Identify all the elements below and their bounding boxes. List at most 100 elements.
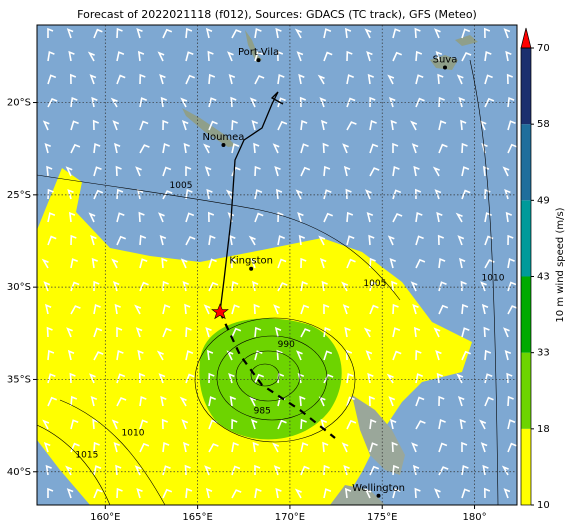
wind-barb bbox=[254, 212, 264, 223]
colorbar-band bbox=[521, 428, 531, 505]
wind-barb bbox=[183, 441, 190, 453]
colorbar-tick-label: 10 bbox=[537, 500, 550, 511]
land-fiji bbox=[430, 35, 478, 70]
wind-barb bbox=[273, 465, 281, 476]
wind-barb bbox=[135, 327, 143, 338]
lat-tick-label: 35°S bbox=[7, 374, 31, 385]
wind-barb bbox=[458, 96, 465, 108]
wind-barb bbox=[116, 27, 123, 39]
wind-barb bbox=[507, 442, 517, 453]
wind-barb bbox=[438, 96, 445, 108]
wind-barb bbox=[415, 74, 424, 85]
wind-barb bbox=[208, 73, 216, 85]
wind-barb bbox=[480, 442, 488, 453]
wind-barb bbox=[68, 50, 75, 62]
isobar-label: 1005 bbox=[363, 279, 386, 289]
wind-barb bbox=[134, 465, 142, 476]
wind-barb bbox=[505, 50, 512, 62]
colorbar-tick-label: 70 bbox=[537, 43, 550, 54]
lat-tick-label: 20°S bbox=[7, 98, 31, 109]
wind-barb bbox=[294, 28, 302, 39]
isobar-label: 1010 bbox=[482, 273, 505, 283]
wind-barb bbox=[344, 487, 352, 499]
wind-barb bbox=[252, 280, 259, 292]
wind-barb bbox=[93, 303, 101, 315]
ocean-gap bbox=[37, 440, 90, 505]
wind-barb bbox=[387, 235, 395, 246]
isobar bbox=[59, 399, 166, 505]
wind-barb bbox=[344, 27, 352, 39]
wind-barb bbox=[277, 282, 288, 292]
wind-barb bbox=[184, 303, 191, 315]
wind-barb bbox=[433, 327, 441, 338]
wind-barb bbox=[115, 464, 122, 476]
wind-barb bbox=[111, 419, 119, 430]
place-label: Port-Vila bbox=[238, 47, 279, 58]
wind-barb bbox=[503, 28, 511, 39]
isobar bbox=[469, 59, 499, 505]
wind-barb bbox=[503, 488, 511, 499]
lon-tick-label: 170°E bbox=[275, 512, 305, 523]
wind-barb bbox=[435, 350, 442, 361]
wind-barb bbox=[438, 304, 449, 315]
wind-barb bbox=[45, 303, 52, 315]
wind-barb bbox=[322, 142, 329, 154]
wind-barb bbox=[482, 464, 489, 476]
wind-barb bbox=[93, 28, 103, 39]
wind-barb bbox=[275, 487, 282, 499]
axes: 160°E 165°E 170°E 175°E 180° 20°S 25°S 30°S 35°S… bbox=[7, 98, 487, 523]
isobar bbox=[235, 350, 301, 402]
wind-barb bbox=[230, 257, 237, 269]
wind-barb bbox=[461, 441, 468, 452]
place-label: Suva bbox=[433, 54, 458, 65]
wind-barb bbox=[225, 189, 233, 200]
wind-barb bbox=[294, 488, 302, 499]
wind-barb bbox=[369, 257, 376, 269]
wind-barb bbox=[208, 234, 216, 246]
wind-barb bbox=[392, 327, 401, 338]
wind-barb bbox=[181, 419, 189, 430]
wind-barb bbox=[369, 304, 379, 315]
wind-barb bbox=[460, 280, 467, 292]
wind-barb bbox=[388, 97, 396, 108]
wind-barb bbox=[185, 235, 196, 246]
wind-barb bbox=[250, 419, 258, 430]
wind-barb bbox=[161, 257, 168, 269]
isobar-label: 1015 bbox=[75, 451, 98, 461]
wind-barb bbox=[437, 234, 444, 246]
wind-barb bbox=[185, 212, 195, 223]
wind-barb bbox=[254, 74, 265, 85]
wind-barb bbox=[205, 27, 213, 39]
wind-barb bbox=[116, 235, 126, 246]
wind-barb bbox=[44, 142, 51, 154]
wind-barb bbox=[184, 464, 191, 476]
wind-barb bbox=[116, 212, 125, 223]
colorbar-band bbox=[521, 276, 531, 353]
wind-barb bbox=[231, 327, 242, 338]
wind-barb bbox=[390, 418, 397, 430]
track-forecast bbox=[219, 311, 336, 439]
wind-barb bbox=[92, 119, 99, 131]
wind-barb bbox=[227, 51, 234, 62]
place-label: Noumea bbox=[202, 132, 244, 143]
wind-barb bbox=[342, 304, 350, 315]
wind-barb bbox=[415, 373, 423, 384]
wind-barb bbox=[47, 212, 56, 223]
map-frame bbox=[36, 24, 518, 506]
wind-barb bbox=[318, 396, 326, 407]
wind-barb bbox=[438, 418, 446, 430]
wind-barb bbox=[366, 51, 373, 62]
wind-barb bbox=[297, 212, 304, 223]
wind-barb bbox=[162, 280, 169, 292]
lat-tick-label: 40°S bbox=[7, 467, 31, 478]
wind-barb bbox=[93, 351, 104, 361]
wind-barb bbox=[162, 28, 173, 39]
wind-barb bbox=[438, 395, 445, 407]
wind-barb bbox=[180, 97, 188, 108]
wind-barb bbox=[205, 487, 213, 499]
wind-barb bbox=[346, 372, 354, 384]
wind-barb bbox=[300, 119, 308, 131]
wind-barb bbox=[161, 418, 168, 430]
wind-barb bbox=[392, 488, 401, 499]
wind-barb bbox=[438, 442, 448, 453]
